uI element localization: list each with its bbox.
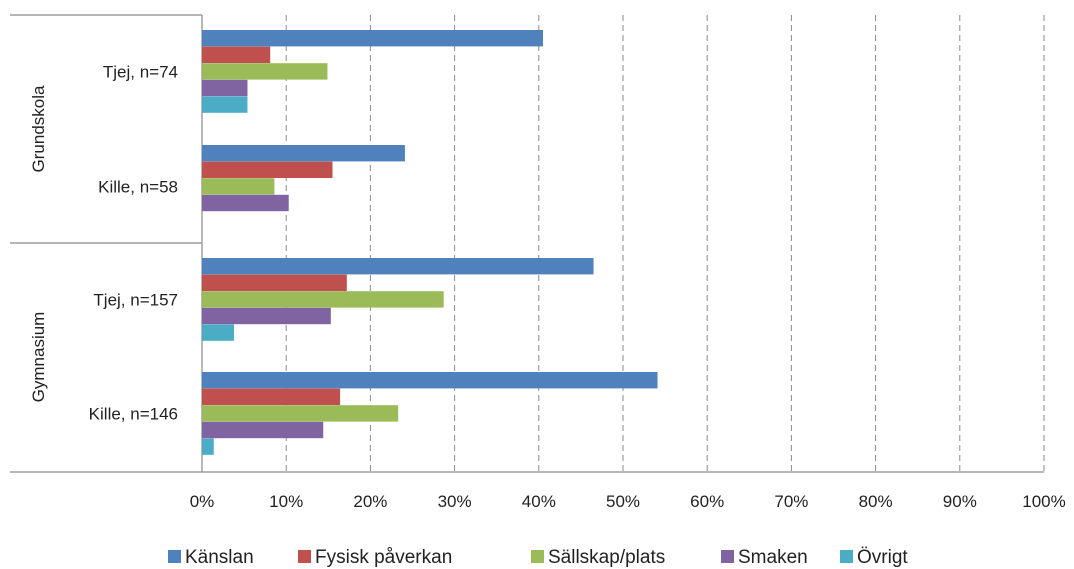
x-tick-label: 30% (438, 492, 472, 511)
legend-entry: Smaken (738, 547, 808, 568)
category-labels: Tjej, n=74 Kille, n=58 Tjej, n=157 Kille, n… (89, 63, 178, 424)
category-label: Kille, n=146 (89, 405, 178, 424)
x-tick-label: 10% (269, 492, 303, 511)
x-tick-label: 50% (606, 492, 640, 511)
x-tick-label: 20% (353, 492, 387, 511)
group-labels: Grundskola Gymnasium (29, 85, 48, 402)
legend-swatch (298, 550, 311, 563)
bar-smaken-2 (202, 307, 331, 325)
bar-k-nslan-0 (202, 30, 544, 47)
group-label: Gymnasium (29, 312, 48, 403)
bar-s-llskap-plats-1 (202, 178, 275, 195)
x-tick-label: 40% (522, 492, 556, 511)
legend-entry: Fysisk påverkan (315, 547, 452, 568)
bar-smaken-3 (202, 421, 324, 439)
legend-swatch (840, 550, 853, 563)
category-label: Tjej, n=74 (103, 63, 178, 82)
bar--vrigt-3 (202, 438, 214, 455)
gridlines (285, 15, 1045, 472)
axes (10, 14, 1044, 473)
x-tick-label: 0% (190, 492, 215, 511)
legend: Känslan Fysisk påverkan Sällskap/plats Smak… (168, 547, 908, 568)
bar-s-llskap-plats-3 (202, 405, 399, 422)
x-tick-label: 100% (1022, 492, 1065, 511)
x-tick-label: 90% (943, 492, 977, 511)
group-label: Grundskola (29, 85, 48, 172)
legend-swatch (168, 550, 181, 563)
legend-entry: Känslan (185, 547, 254, 568)
bars (202, 30, 658, 455)
bar-k-nslan-3 (202, 372, 658, 389)
x-tick-label: 80% (859, 492, 893, 511)
category-label: Kille, n=58 (98, 178, 178, 197)
x-tick-label: 60% (690, 492, 724, 511)
legend-swatch (721, 550, 734, 563)
bar--vrigt-0 (202, 96, 248, 113)
legend-entry: Övrigt (857, 547, 908, 568)
bar-k-nslan-2 (202, 258, 594, 275)
bar-smaken-0 (202, 79, 248, 97)
legend-entry: Sällskap/plats (548, 547, 665, 568)
bar-s-llskap-plats-0 (202, 63, 328, 80)
bar-smaken-1 (202, 194, 289, 212)
x-tick-label: 70% (774, 492, 808, 511)
bar-fysisk-p-verkan-0 (202, 46, 271, 63)
bar--vrigt-2 (202, 324, 234, 341)
bar-k-nslan-1 (202, 145, 405, 162)
bar-fysisk-p-verkan-2 (202, 274, 347, 291)
legend-swatch (531, 550, 544, 563)
bar-s-llskap-plats-2 (202, 291, 444, 308)
category-label: Tjej, n=157 (93, 291, 178, 310)
bar-fysisk-p-verkan-3 (202, 388, 341, 405)
x-tick-labels: 0% 10% 20% 30% 40% 50% 60% 70% 80% 90% 100% (190, 492, 1066, 511)
bar-fysisk-p-verkan-1 (202, 161, 333, 178)
